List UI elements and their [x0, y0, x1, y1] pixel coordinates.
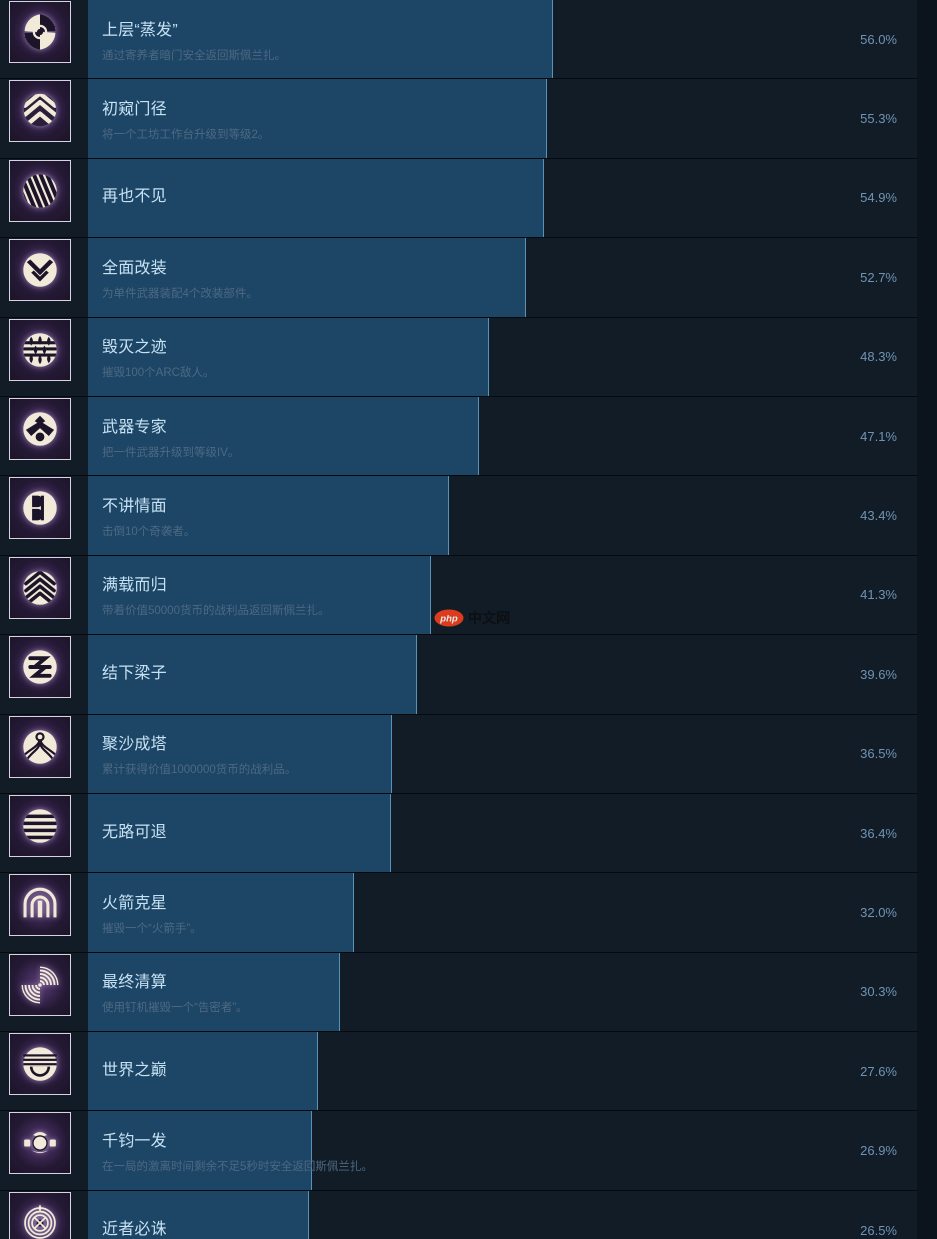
svg-text:php: php: [439, 613, 458, 624]
